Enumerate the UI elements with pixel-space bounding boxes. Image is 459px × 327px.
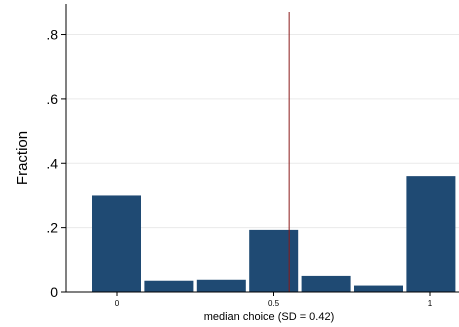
y-tick-label: .8 bbox=[46, 27, 58, 43]
x-tick-label: 0.5 bbox=[268, 299, 280, 308]
y-axis-label: Fraction bbox=[14, 131, 31, 185]
x-tick-label: 0 bbox=[115, 299, 120, 308]
axes: 0 .2 .4 .6 .8 0 0.5 1 bbox=[46, 4, 459, 308]
axis-labels: Fraction median choice (SD = 0.42) bbox=[14, 131, 334, 323]
histogram-bar bbox=[144, 280, 194, 292]
histogram-bar bbox=[354, 285, 403, 292]
y-tick-label: .2 bbox=[46, 220, 58, 236]
x-tick-label: 1 bbox=[428, 299, 433, 308]
histogram-bar bbox=[406, 176, 456, 292]
histogram-bar bbox=[196, 279, 246, 292]
histogram-bar bbox=[249, 229, 299, 292]
y-tick-label: .6 bbox=[46, 91, 58, 107]
histogram-bar bbox=[92, 195, 141, 292]
y-tick-label: 0 bbox=[50, 284, 58, 300]
bars bbox=[92, 176, 456, 292]
gridlines bbox=[66, 34, 459, 229]
y-tick-label: .4 bbox=[46, 155, 58, 171]
histogram-bar bbox=[301, 275, 351, 292]
x-axis-label: median choice (SD = 0.42) bbox=[204, 311, 335, 323]
